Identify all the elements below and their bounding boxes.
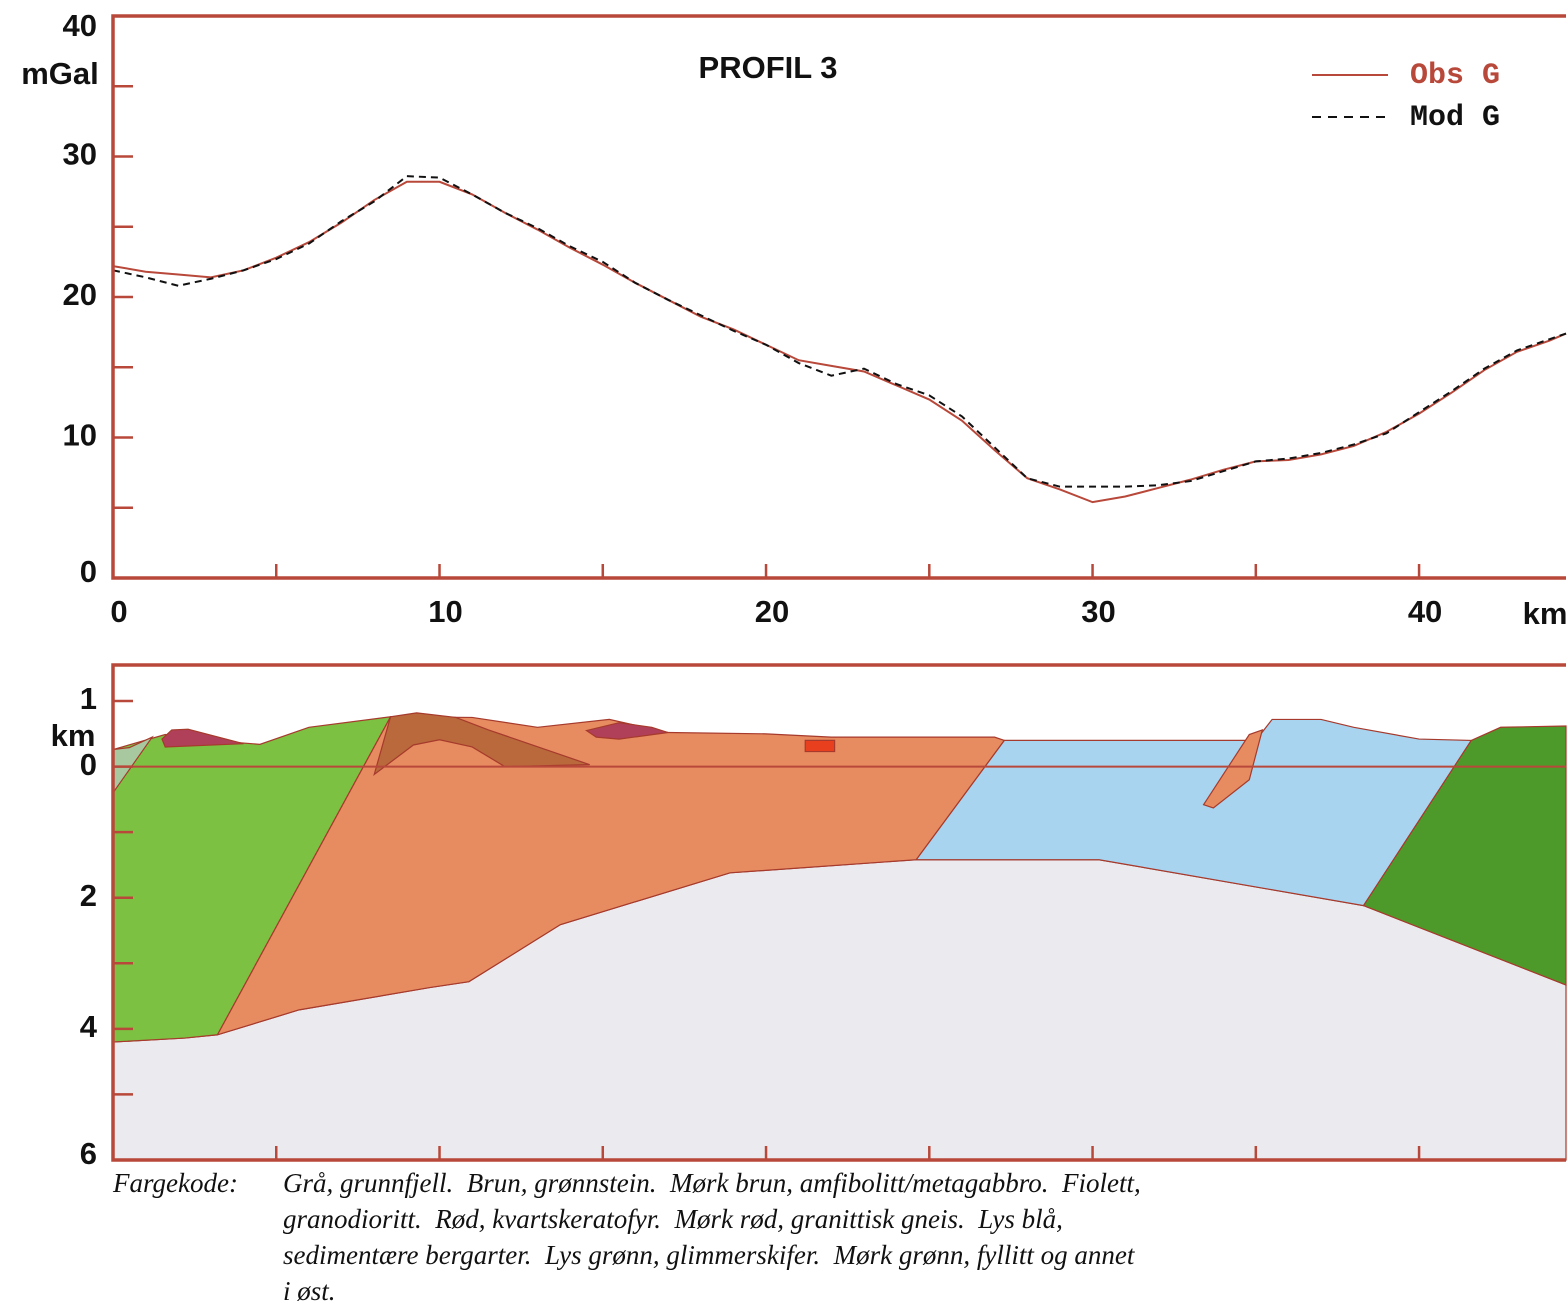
plot-frame (111, 663, 1566, 1162)
caption-line: i øst. (283, 1276, 336, 1306)
y-tick-label: 0 (80, 747, 97, 782)
geologic-unit (1202, 728, 1264, 809)
y-tick-label: 2 (80, 878, 97, 913)
plot-frame (111, 14, 1566, 580)
y-axis-label: km (51, 718, 96, 753)
caption-line: Grå, grunnfjell. Brun, grønnstein. Mørk … (283, 1168, 1141, 1198)
y-tick-label: 1 (80, 681, 97, 716)
x-tick-label: 10 (428, 594, 462, 629)
x-tick-label: 0 (110, 594, 127, 629)
geologic-unit (216, 716, 1006, 1036)
x-tick-label: 20 (755, 594, 789, 629)
y-tick-label: 20 (63, 277, 97, 312)
caption-line: sedimentære bergarter. Lys grønn, glimme… (283, 1240, 1136, 1270)
x-tick-label: 40 (1408, 594, 1442, 629)
geologic-unit (161, 728, 244, 748)
y-tick-label: 30 (63, 137, 97, 172)
y-tick-label: 40 (63, 8, 97, 43)
geologic-unit (804, 739, 836, 753)
geologic-unit (1362, 725, 1567, 986)
caption-label: Fargekode: (112, 1168, 238, 1198)
data-line (112, 180, 1567, 504)
y-tick-label: 6 (80, 1136, 97, 1171)
y-tick-label: 4 (80, 1009, 98, 1044)
x-axis-label: km (1523, 596, 1567, 631)
y-tick-label: 10 (63, 418, 97, 453)
legend-label: Obs G (1410, 59, 1500, 93)
y-axis-label: mGal (21, 56, 99, 91)
geologic-unit (584, 722, 669, 740)
chart-title: PROFIL 3 (699, 50, 838, 85)
legend-label: Mod G (1410, 101, 1500, 135)
x-tick-label: 30 (1081, 594, 1115, 629)
data-line (112, 175, 1567, 488)
geologic-unit (373, 712, 590, 777)
y-tick-label: 0 (80, 554, 97, 589)
caption-line: granodioritt. Rød, kvartskeratofyr. Mørk… (283, 1204, 1063, 1234)
